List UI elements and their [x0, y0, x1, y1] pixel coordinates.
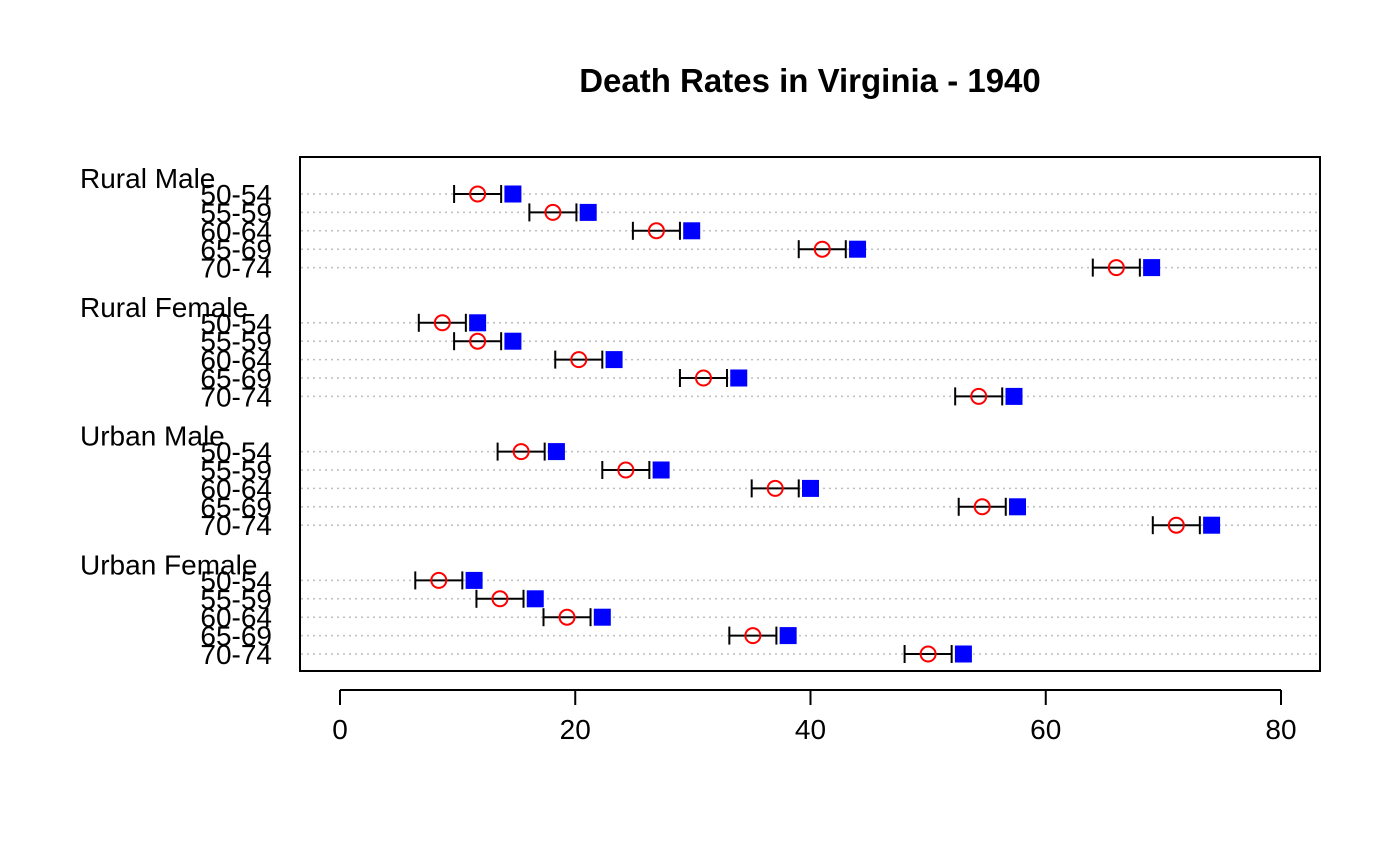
- error-bar: [554, 350, 604, 369]
- circle-point: [970, 387, 988, 405]
- circle-point: [491, 590, 509, 608]
- square-point: [1143, 259, 1161, 277]
- error-bar: [414, 571, 464, 590]
- group-label: Urban Male: [80, 421, 225, 452]
- circle-point: [1107, 259, 1125, 277]
- square-point: [802, 479, 819, 497]
- row-label: 50-54: [200, 308, 272, 339]
- group-label: Rural Female: [80, 292, 248, 323]
- row-label: 70-74: [200, 253, 272, 284]
- group-label: Urban Female: [80, 549, 257, 580]
- grid-lines: [301, 193, 1319, 655]
- row-label: 65-69: [200, 621, 272, 652]
- x-tick-label: 60: [1030, 714, 1061, 745]
- error-bar: [954, 387, 1004, 406]
- x-tick-label: 0: [332, 714, 348, 745]
- error-bar: [542, 608, 592, 627]
- data-marks: [414, 185, 1221, 663]
- row-label: 55-59: [200, 197, 272, 228]
- row-label: 60-64: [200, 345, 272, 376]
- circle-point: [1167, 516, 1185, 534]
- square-point: [605, 351, 623, 369]
- circle-point: [973, 498, 991, 516]
- x-tick-label: 80: [1265, 714, 1296, 745]
- circle-point: [813, 240, 831, 258]
- row-label: 70-74: [200, 639, 272, 670]
- error-bar: [475, 589, 525, 608]
- square-point: [593, 608, 611, 626]
- circle-point: [766, 479, 784, 497]
- circle-point: [919, 645, 937, 663]
- square-point: [849, 240, 867, 258]
- row-label: 65-69: [200, 234, 272, 265]
- circle-point: [512, 443, 530, 461]
- square-point: [730, 369, 748, 387]
- error-bar: [453, 185, 503, 203]
- error-bar: [750, 479, 800, 498]
- circle-point: [617, 461, 635, 479]
- row-label: 50-54: [200, 179, 272, 210]
- square-point: [579, 203, 597, 221]
- square-point: [652, 461, 670, 479]
- error-bar: [903, 645, 953, 663]
- circle-point: [469, 332, 487, 350]
- square-point: [1203, 516, 1221, 534]
- error-bar: [728, 626, 778, 645]
- square-point: [683, 222, 701, 240]
- circle-point: [647, 222, 665, 240]
- square-point: [504, 332, 522, 350]
- error-bar: [601, 461, 651, 479]
- square-point: [1005, 387, 1023, 405]
- error-bar: [496, 442, 546, 461]
- row-label: 65-69: [200, 363, 272, 394]
- row-label: 70-74: [200, 510, 272, 541]
- square-point: [1009, 498, 1027, 516]
- circle-point: [430, 571, 448, 589]
- row-label: 55-59: [200, 326, 272, 357]
- error-bar: [797, 240, 847, 259]
- circle-point: [544, 203, 562, 221]
- row-label: 60-64: [200, 602, 272, 633]
- error-bar: [1091, 258, 1141, 277]
- row-label: 60-64: [200, 473, 272, 504]
- circle-point: [469, 185, 487, 203]
- square-point: [526, 590, 544, 608]
- row-label: 50-54: [200, 437, 272, 468]
- square-point: [547, 443, 565, 461]
- circle-point: [694, 369, 712, 387]
- square-point: [504, 185, 522, 203]
- row-label: 70-74: [200, 381, 272, 412]
- square-point: [954, 645, 972, 663]
- row-label: 55-59: [200, 584, 272, 615]
- group-label: Rural Male: [80, 163, 215, 194]
- row-label: 50-54: [200, 565, 272, 596]
- square-point: [469, 314, 487, 332]
- x-tick-label: 20: [560, 714, 591, 745]
- square-point: [779, 627, 797, 645]
- error-bar: [678, 369, 728, 387]
- circle-point: [558, 608, 576, 626]
- circle-point: [744, 627, 762, 645]
- error-bar: [417, 313, 467, 332]
- square-point: [465, 571, 483, 589]
- x-tick-label: 40: [795, 714, 826, 745]
- row-label: 60-64: [200, 216, 272, 247]
- error-bar: [453, 332, 503, 351]
- plot-frame: [299, 156, 1321, 672]
- row-label: 65-69: [200, 492, 272, 523]
- error-bar: [528, 203, 578, 222]
- error-bar: [957, 497, 1007, 516]
- circle-point: [433, 314, 451, 332]
- error-bar: [631, 221, 681, 240]
- chart-title: Death Rates in Virginia - 1940: [579, 62, 1041, 99]
- row-labels: Rural Male50-5455-5960-6465-6970-74Rural…: [80, 163, 272, 670]
- row-label: 55-59: [200, 455, 272, 486]
- error-bar: [1151, 516, 1201, 535]
- x-axis: 0 20 40 60 80: [332, 689, 1297, 745]
- circle-point: [570, 351, 588, 369]
